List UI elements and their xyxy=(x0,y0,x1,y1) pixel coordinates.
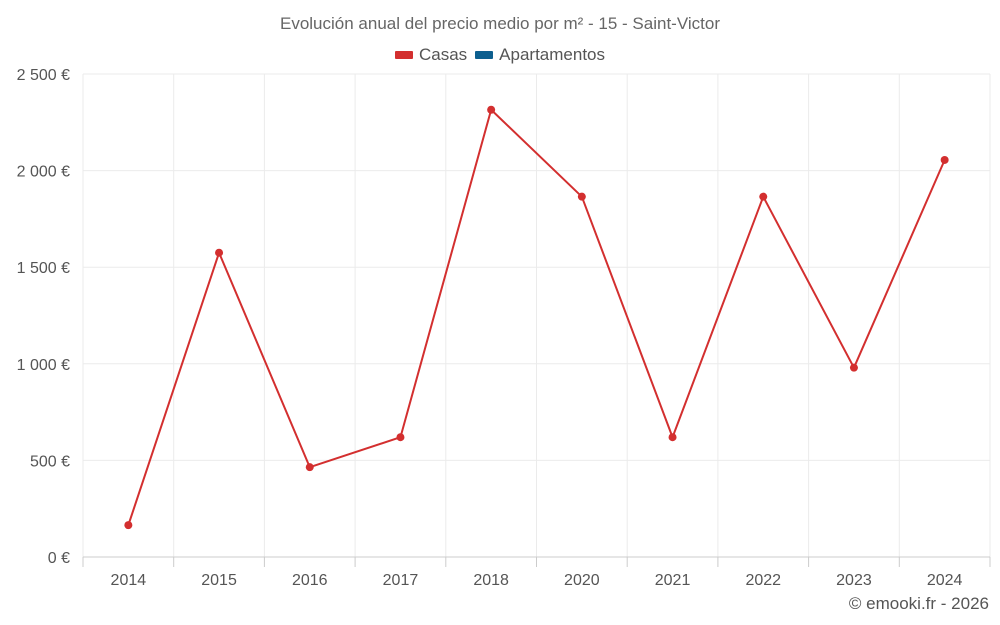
y-tick-label: 0 € xyxy=(48,550,70,567)
legend-item-casas[interactable]: Casas xyxy=(394,45,468,65)
y-tick-label: 2 000 € xyxy=(17,164,70,181)
legend-item-apartamentos[interactable]: Apartamentos xyxy=(475,45,605,65)
y-tick-label: 1 000 € xyxy=(17,357,70,374)
y-tick-label: 2 500 € xyxy=(17,67,70,84)
data-point-casas-2021 xyxy=(668,433,677,442)
legend: Casas Apartamentos xyxy=(0,45,1000,65)
x-tick-label: 2020 xyxy=(564,572,600,589)
legend-label-casas: Casas xyxy=(418,45,468,64)
data-point-casas-2022 xyxy=(759,192,768,201)
x-tick-label: 2022 xyxy=(745,572,781,589)
x-tick-label: 2024 xyxy=(927,572,963,589)
x-tick-label: 2016 xyxy=(292,572,328,589)
x-tick-label: 2018 xyxy=(473,572,509,589)
x-tick-label: 2014 xyxy=(111,572,147,589)
legend-swatch-apartamentos xyxy=(475,51,494,59)
x-tick-label: 2021 xyxy=(655,572,691,589)
data-point-casas-2017 xyxy=(396,433,405,442)
legend-label-apartamentos: Apartamentos xyxy=(499,45,606,64)
data-point-casas-2024 xyxy=(940,155,949,164)
y-tick-label: 500 € xyxy=(30,453,70,470)
legend-swatch-casas xyxy=(394,51,413,59)
x-tick-label: 2017 xyxy=(383,572,419,589)
x-tick-label: 2023 xyxy=(836,572,872,589)
series-line-casas xyxy=(127,108,946,526)
y-tick-label: 1 500 € xyxy=(17,260,70,277)
data-point-casas-2020 xyxy=(577,192,586,201)
data-point-casas-2018 xyxy=(487,105,496,114)
data-point-casas-2016 xyxy=(305,463,314,472)
chart-title: Evolución anual del precio medio por m² … xyxy=(279,14,720,33)
data-point-casas-2015 xyxy=(215,248,224,257)
data-point-casas-2014 xyxy=(124,521,133,530)
data-point-casas-2023 xyxy=(849,363,858,372)
x-tick-label: 2015 xyxy=(201,572,237,589)
copyright-credit: © emooki.fr - 2026 xyxy=(848,594,989,613)
